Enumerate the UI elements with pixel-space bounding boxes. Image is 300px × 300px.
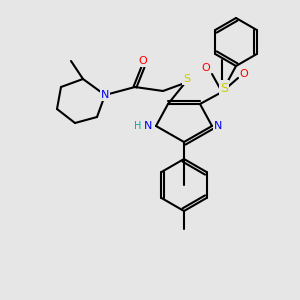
Text: O: O [139, 56, 147, 66]
Text: O: O [240, 69, 248, 79]
Text: S: S [183, 74, 190, 84]
Text: S: S [220, 82, 228, 94]
Text: N: N [144, 121, 152, 131]
Text: N: N [214, 121, 222, 131]
Text: N: N [101, 90, 109, 100]
Text: O: O [202, 63, 210, 73]
Text: H: H [134, 121, 142, 131]
